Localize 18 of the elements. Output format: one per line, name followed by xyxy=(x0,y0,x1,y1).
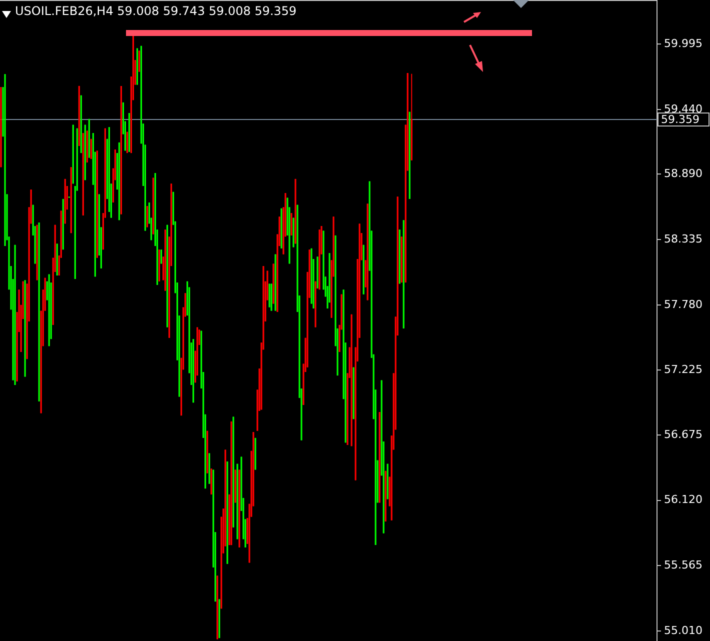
y-tick-label: 55.010 xyxy=(664,624,702,637)
y-tick-label: 57.225 xyxy=(664,363,702,376)
candlestick xyxy=(138,50,140,72)
y-tick-label: 58.890 xyxy=(664,167,702,180)
chart-title: USOIL.FEB26,H4 59.008 59.743 59.008 59.359 xyxy=(15,4,297,18)
candlestick xyxy=(146,206,148,228)
y-tick-label: 57.780 xyxy=(664,298,702,311)
candlestick xyxy=(268,283,270,308)
candlestick xyxy=(160,249,162,264)
y-tick-label: 59.440 xyxy=(664,102,702,116)
ref-line-label: 59.359 xyxy=(661,112,700,126)
y-tick-label: 58.335 xyxy=(664,232,702,246)
y-tick-label: 56.120 xyxy=(664,493,702,506)
y-tick-label: 59.995 xyxy=(664,37,702,50)
y-tick-label: 55.565 xyxy=(664,558,702,572)
y-tick-label: 56.675 xyxy=(664,428,702,441)
candlestick xyxy=(90,138,92,160)
candlestick xyxy=(290,212,292,236)
